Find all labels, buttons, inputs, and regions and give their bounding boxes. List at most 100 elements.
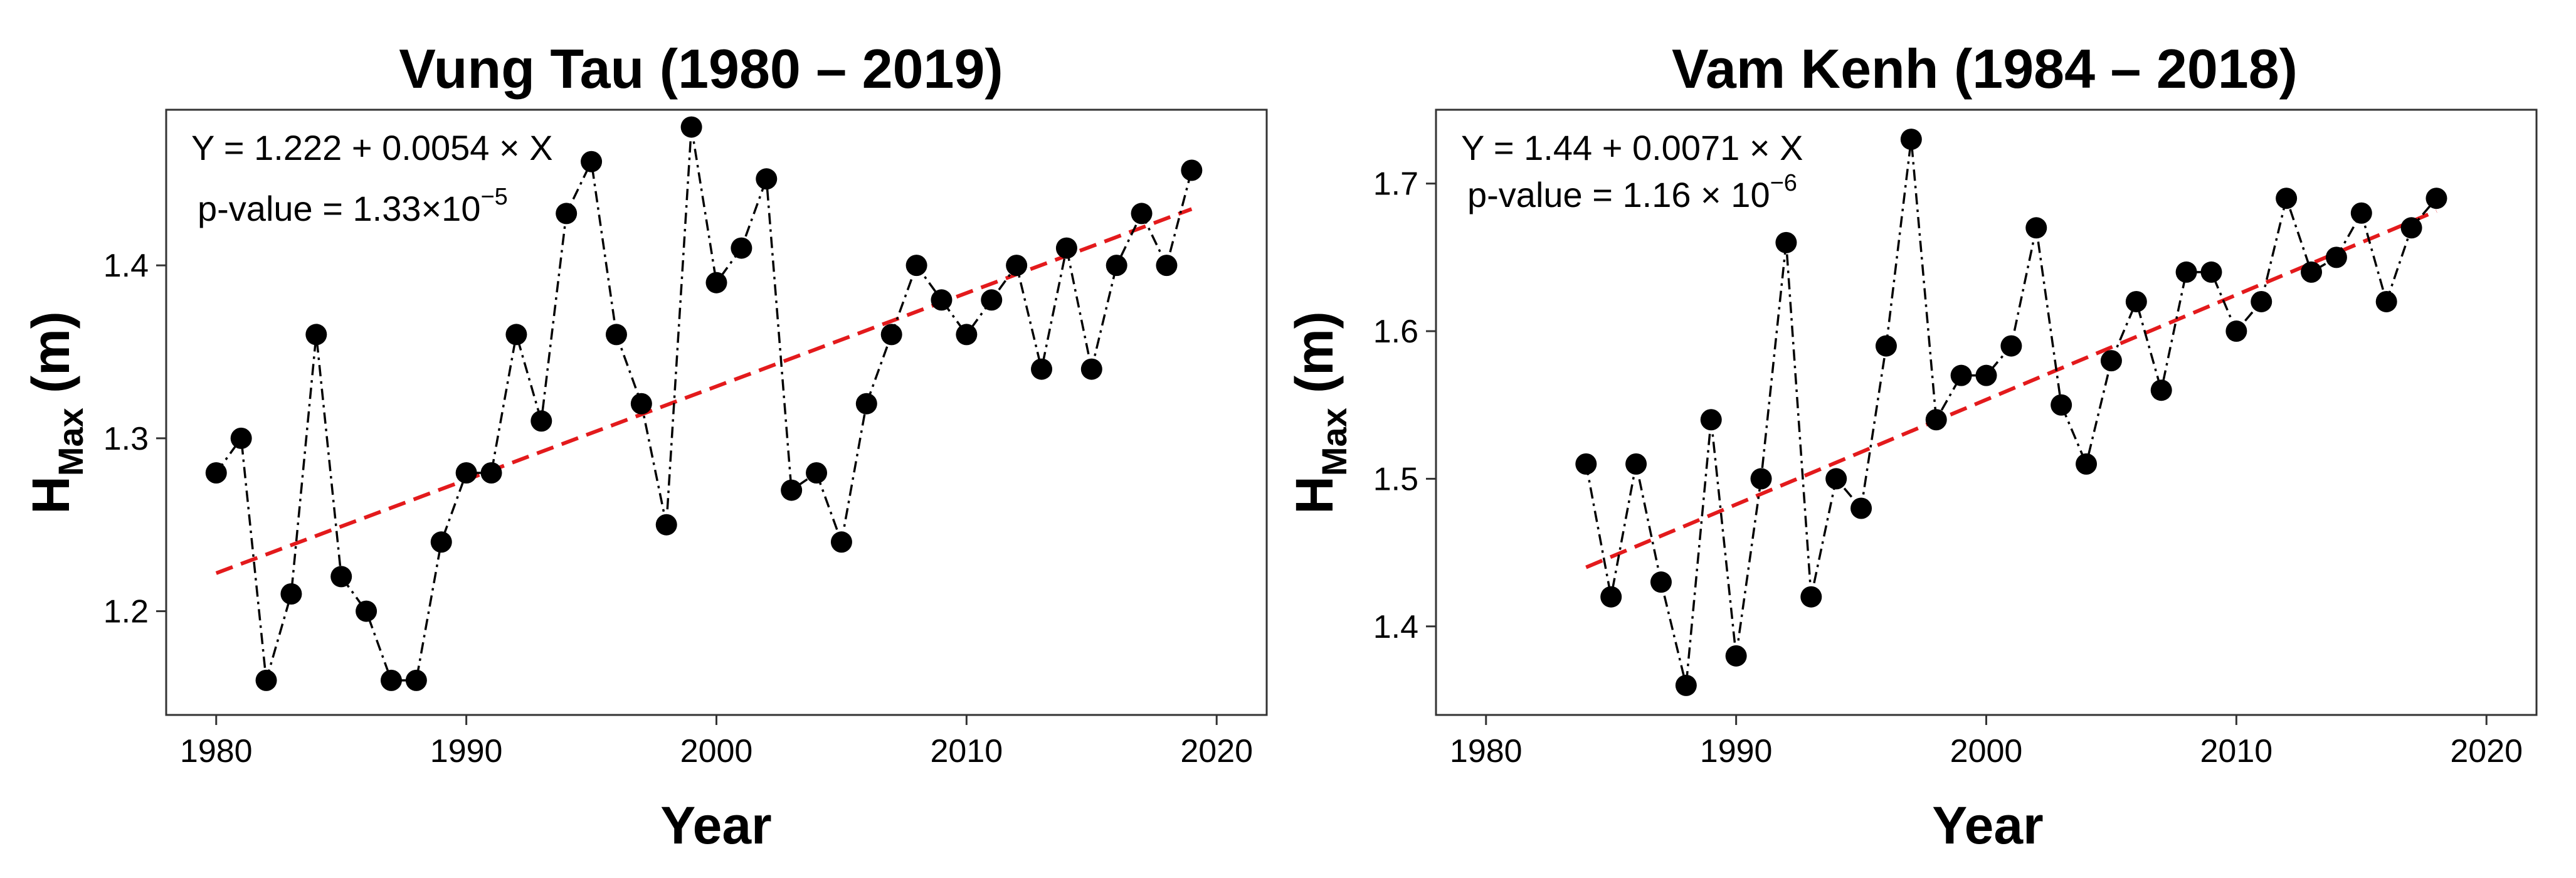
data-point [2125, 290, 2147, 312]
data-point [2276, 188, 2298, 209]
y-axis-subscript: Max [1314, 408, 1354, 476]
regression-equation: Y = 1.44 + 0.0071 × X [1461, 128, 1803, 167]
data-point [1131, 203, 1153, 225]
data-point [605, 324, 627, 346]
trend-line [1585, 209, 2437, 569]
data-point [205, 462, 227, 484]
data-point [1975, 364, 1997, 386]
x-tick-label: 1980 [1450, 733, 1523, 770]
data-point [956, 324, 978, 346]
y-tick-label: 1.4 [103, 248, 149, 284]
regression-equation: Y = 1.222 + 0.0054 × X [191, 128, 553, 167]
p-value-exponent: −5 [480, 184, 507, 210]
data-point [505, 324, 527, 346]
data-point [1925, 409, 1947, 431]
data-point [1750, 468, 1772, 490]
p-value-exponent: −6 [1770, 170, 1797, 196]
data-point [1700, 409, 1722, 431]
data-point [731, 237, 752, 259]
data-point [756, 168, 778, 190]
axis-ticks: 1980 1990 2000 2010 2020 1.4 1.5 1.6 1.7 [1373, 166, 2523, 770]
data-point [2051, 394, 2072, 416]
data-point [2325, 246, 2347, 268]
data-point [2350, 202, 2372, 224]
data-point [2000, 335, 2022, 357]
x-tick-label: 2020 [1180, 733, 1253, 770]
trend-line [215, 207, 1193, 575]
x-tick-label: 2000 [1950, 733, 2023, 770]
data-point [2150, 379, 2172, 401]
data-point [1106, 255, 1127, 277]
data-point [280, 583, 302, 605]
data-point [430, 531, 452, 553]
x-axis-title: Year [1932, 796, 2044, 855]
data-point [1006, 255, 1028, 277]
data-point [1825, 468, 1847, 490]
data-point [305, 324, 327, 346]
p-value-label: p-value = 1.16 × 10−6 [1467, 170, 1797, 214]
data-point [1950, 364, 1972, 386]
data-point [1675, 674, 1697, 696]
data-point [1575, 453, 1597, 475]
data-point [581, 151, 603, 172]
trend-line-group [215, 207, 1193, 575]
data-point [1031, 358, 1053, 380]
x-axis-title: Year [660, 796, 772, 855]
x-tick-label: 1980 [180, 733, 253, 770]
data-point [2076, 453, 2098, 475]
data-point [781, 479, 803, 501]
data-point [1156, 255, 1178, 277]
data-point [1875, 335, 1897, 357]
data-point [2200, 261, 2222, 283]
data-point [230, 427, 252, 449]
data-point [2100, 350, 2122, 372]
data-point [981, 289, 1003, 311]
y-axis-subscript: Max [51, 408, 90, 476]
chart-title: Vam Kenh (1984 – 2018) [1672, 38, 2298, 100]
data-point [2375, 290, 2397, 312]
data-point [905, 255, 927, 277]
series-line [215, 127, 1193, 682]
data-point [2175, 261, 2197, 283]
data-point [455, 462, 477, 484]
data-point [1900, 129, 1922, 151]
data-point [1850, 497, 1872, 519]
data-point [1181, 159, 1203, 181]
y-tick-label: 1.6 [1373, 314, 1418, 350]
chart-panel-vung-tau: Vung Tau (1980 – 2019) 1980 1990 2000 2010 2… [21, 38, 1268, 855]
p-value-label: p-value = 1.33×10−5 [198, 184, 508, 228]
data-point [255, 669, 277, 691]
data-point [855, 393, 877, 415]
data-point [556, 203, 578, 225]
data-point [1800, 586, 1822, 608]
data-point [531, 410, 552, 432]
data-point [405, 669, 427, 691]
data-point [1775, 231, 1797, 253]
data-point [630, 393, 652, 415]
y-tick-label: 1.3 [103, 421, 149, 457]
data-point [2225, 320, 2247, 342]
y-tick-label: 1.2 [103, 594, 149, 630]
data-point [2025, 217, 2047, 239]
data-point [2251, 290, 2272, 312]
x-tick-label: 2020 [2450, 733, 2523, 770]
data-point [931, 289, 953, 311]
data-point [2400, 217, 2422, 239]
y-tick-label: 1.7 [1373, 166, 1418, 203]
data-point [830, 531, 852, 553]
data-series [1575, 129, 2447, 696]
y-axis-title: HMax (m) [21, 311, 90, 514]
data-point [880, 324, 902, 346]
axis-ticks: 1980 1990 2000 2010 2020 1.2 1.3 1.4 [103, 248, 1253, 770]
y-tick-label: 1.5 [1373, 461, 1418, 497]
data-point [655, 514, 677, 536]
data-point [480, 462, 502, 484]
x-tick-label: 2000 [680, 733, 753, 770]
data-point [2426, 188, 2447, 209]
x-tick-label: 2010 [931, 733, 1003, 770]
data-point [705, 272, 727, 294]
trend-line-group [1585, 209, 2437, 569]
data-point [380, 669, 402, 691]
data-point [330, 566, 352, 588]
